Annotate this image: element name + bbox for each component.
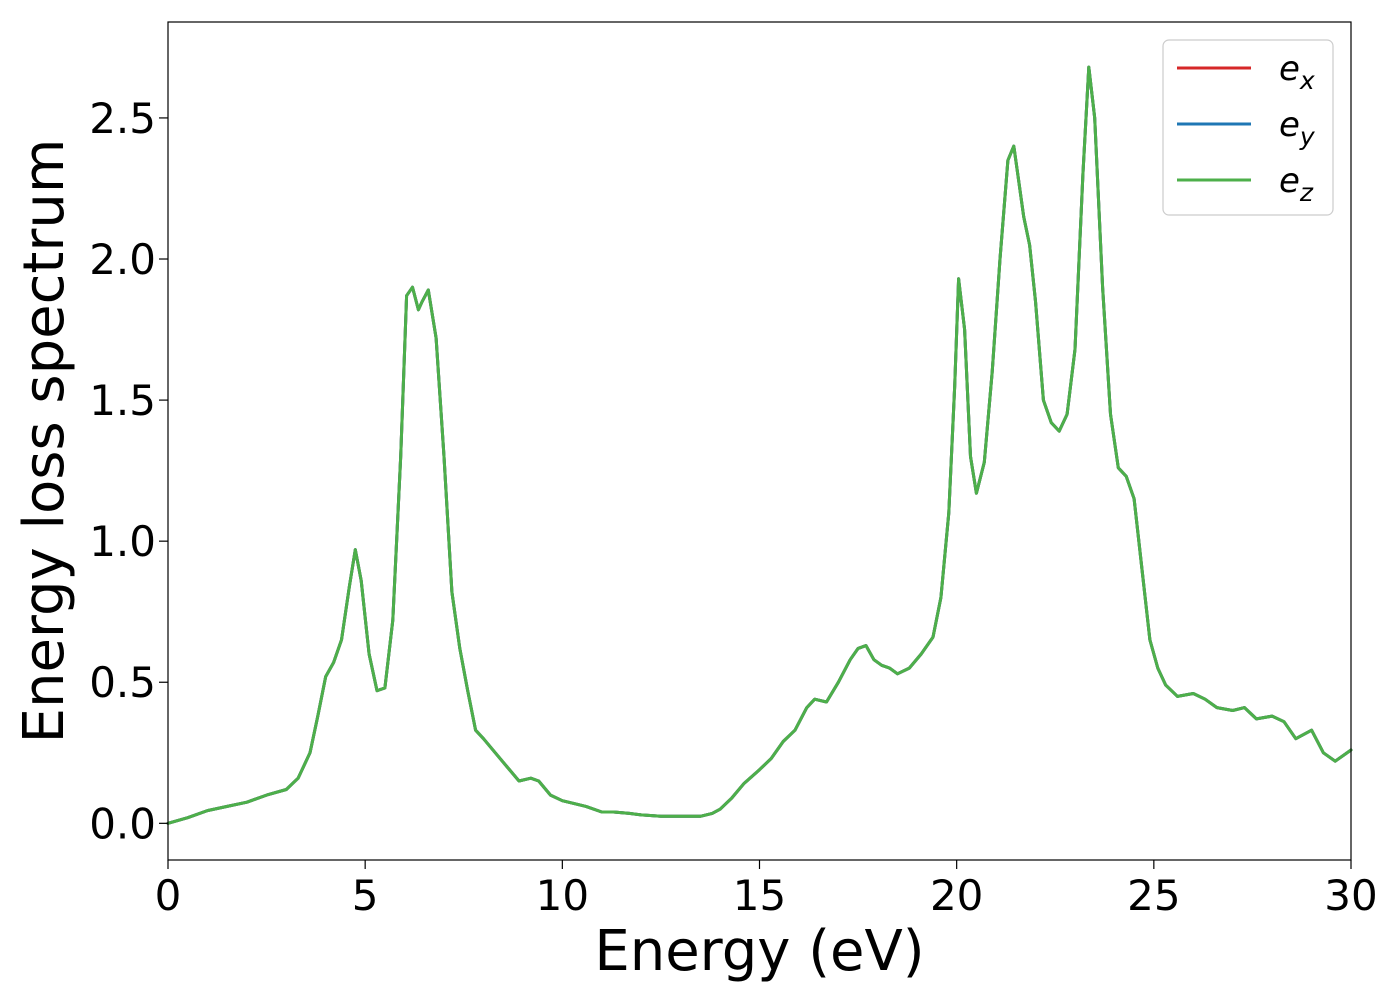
series-line-3 <box>166 65 1353 825</box>
y-tick-label: 2.5 <box>89 94 156 143</box>
x-tick-label: 10 <box>536 871 589 920</box>
y-tick-label: 1.0 <box>89 517 156 566</box>
x-tick-label: 5 <box>352 871 379 920</box>
legend: ex ey ez <box>1162 39 1334 216</box>
legend-label-3: ez <box>1279 161 1314 207</box>
plot-area <box>168 22 1351 860</box>
legend-label-2: ey <box>1279 105 1316 151</box>
y-tick-label: 0.5 <box>89 658 156 707</box>
x-tick-label: 0 <box>155 871 182 920</box>
y-axis-label: Energy loss spectrum <box>12 139 77 744</box>
y-tick-label: 0.0 <box>89 799 156 848</box>
x-tick-label: 25 <box>1127 871 1180 920</box>
x-tick-label: 15 <box>733 871 786 920</box>
legend-box <box>1162 39 1334 216</box>
x-tick-label: 30 <box>1324 871 1377 920</box>
axes: 0 5 10 15 20 25 30 0.0 0.5 1.0 1.5 2.0 2.5 <box>89 21 1378 920</box>
legend-label-1: ex <box>1279 49 1315 95</box>
x-axis-label: Energy (eV) <box>594 919 924 984</box>
y-tick-label: 2.0 <box>89 235 156 284</box>
series-lines <box>166 65 1353 825</box>
y-tick-label: 1.5 <box>89 376 156 425</box>
x-tick-label: 20 <box>930 871 983 920</box>
plot-background <box>168 22 1351 860</box>
